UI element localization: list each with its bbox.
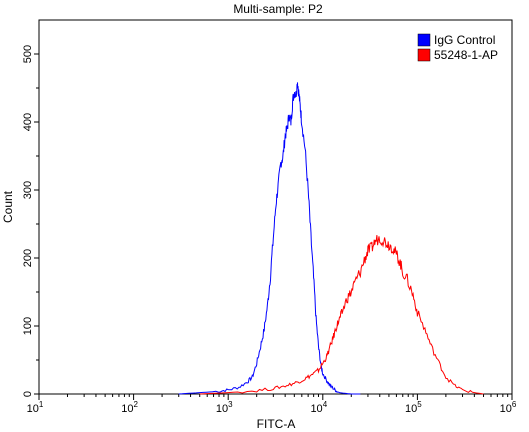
y-axis: 0 100 200 300 400 500: [22, 45, 39, 397]
y-tick-label: 200: [22, 249, 34, 267]
y-axis-label: Count: [1, 190, 15, 223]
y-tick-label: 0: [22, 391, 34, 397]
x-tick-label: 105: [405, 400, 422, 415]
chart-title: Multi-sample: P2: [233, 2, 323, 16]
x-tick-label: 101: [27, 400, 44, 415]
y-tick-label: 300: [22, 181, 34, 199]
x-axis-label: FITC-A: [257, 417, 296, 431]
x-tick-label: 106: [500, 400, 517, 415]
legend-entry: IgG Control: [434, 33, 495, 47]
series-line-1: [178, 82, 361, 395]
y-tick-label: 400: [22, 113, 34, 131]
y-tick-label: 100: [22, 317, 34, 335]
legend-swatch: [417, 33, 431, 47]
x-tick-label: 102: [121, 400, 138, 415]
x-tick-label: 104: [310, 400, 327, 415]
legend-swatch: [417, 48, 431, 62]
legend-entry: 55248-1-AP: [434, 48, 498, 62]
x-axis: 101 102 103 104 105 106: [27, 394, 517, 415]
plot-frame: [38, 19, 513, 395]
series-line-2: [199, 235, 484, 395]
series-layer: [178, 82, 484, 395]
x-tick-label: 103: [216, 400, 233, 415]
y-tick-label: 500: [22, 45, 34, 63]
